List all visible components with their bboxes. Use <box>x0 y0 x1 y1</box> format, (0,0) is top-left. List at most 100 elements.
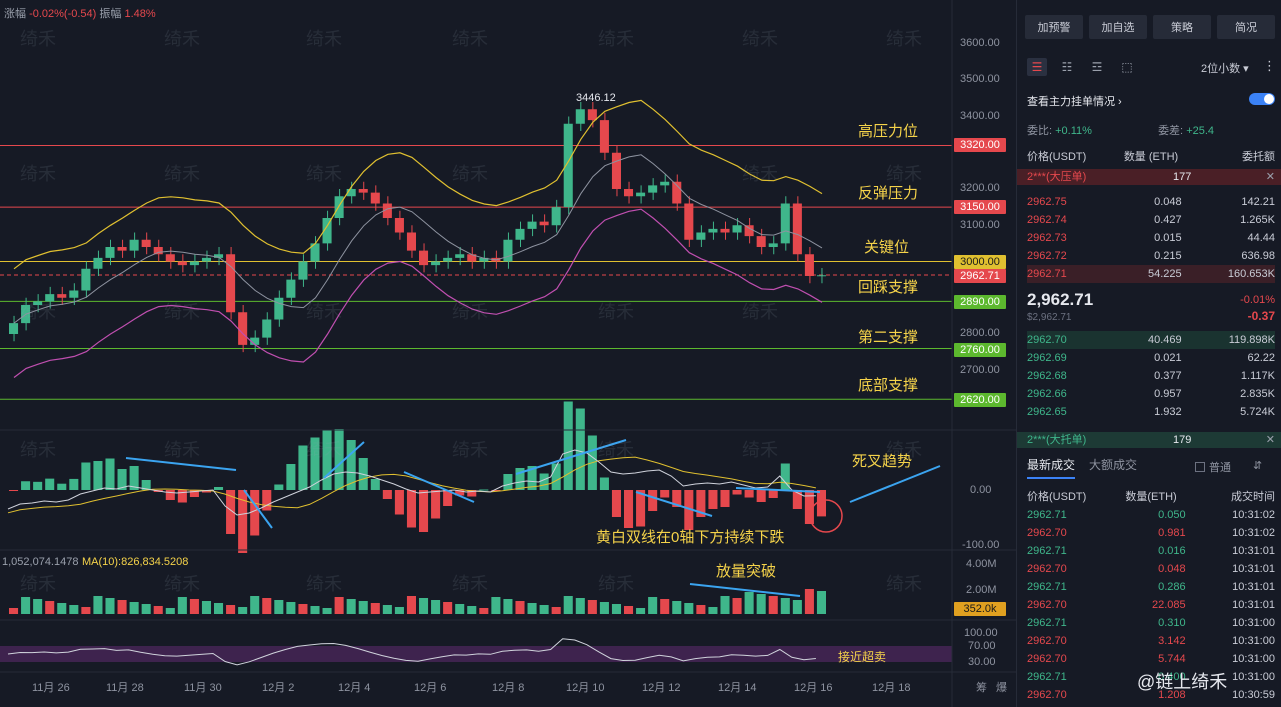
candle-body <box>611 152 621 189</box>
boll-upper <box>13 99 823 270</box>
vol-axis-2m: 2.00M <box>966 584 997 596</box>
ask-row[interactable]: 2962.71 54.225 160.653K <box>1027 265 1275 283</box>
macd-bar <box>443 490 453 506</box>
chart-canvas[interactable] <box>0 0 1016 707</box>
candle-body <box>262 319 272 338</box>
trade-row: 2962.71 0.016 10:31:01 <box>1027 545 1275 557</box>
volume-bar <box>491 597 501 614</box>
macd-dea <box>7 456 816 514</box>
trend-arrow <box>689 583 801 597</box>
more-icon[interactable]: ⋮ <box>1263 58 1276 73</box>
macd-bar <box>636 490 646 527</box>
bids-only-icon[interactable]: ☷ <box>1061 60 1073 74</box>
macd-bar <box>696 490 706 517</box>
macd-bar <box>298 445 308 490</box>
date-label: 12月 2 <box>262 682 295 694</box>
macd-bar <box>81 462 91 490</box>
asks-only-icon[interactable]: ☲ <box>1091 60 1103 74</box>
volume-bar <box>141 604 151 614</box>
bid-row[interactable]: 2962.68 0.377 1.117K <box>1027 370 1275 382</box>
volume-bar <box>226 605 236 614</box>
volume-bar <box>189 599 199 614</box>
macd-bar <box>419 490 429 532</box>
anno-bottom-support: 底部支撑 <box>858 377 919 394</box>
bid-row[interactable]: 2962.66 0.957 2.835K <box>1027 388 1275 400</box>
volume-bar <box>479 608 489 614</box>
ask-row[interactable]: 2962.72 0.215 636.98 <box>1027 250 1275 262</box>
candle-body <box>177 261 187 266</box>
bid-row[interactable]: 2962.65 1.932 5.724K <box>1027 406 1275 418</box>
candle-body <box>732 225 742 233</box>
candle-body <box>394 218 404 233</box>
volume-bar <box>69 605 79 614</box>
trades-settings-icon[interactable]: ⇵ <box>1253 460 1263 472</box>
ask-row[interactable]: 2962.73 0.015 44.44 <box>1027 232 1275 244</box>
rsi-axis-70: 70.00 <box>968 640 996 652</box>
strategy-button[interactable]: 策略 <box>1153 15 1211 39</box>
tab-latest-trades[interactable]: 最新成交 <box>1027 456 1076 479</box>
volume-bar <box>563 596 573 614</box>
volume-bar <box>624 606 634 614</box>
decimals-select[interactable]: 2位小数 ▾ <box>1201 63 1249 75</box>
volume-bar <box>708 607 718 614</box>
volume-bar <box>93 596 103 614</box>
macd-bar <box>515 468 525 490</box>
candle-body <box>443 257 453 262</box>
volume-bar <box>672 601 682 614</box>
volume-bar <box>262 598 272 614</box>
level-tag-2620: 2620.00 <box>954 393 1006 407</box>
volume-bar <box>756 594 766 614</box>
ask-row[interactable]: 2962.74 0.427 1.265K <box>1027 214 1275 226</box>
depth-icon[interactable]: ⬚ <box>1121 60 1133 74</box>
volume-bar <box>684 603 694 614</box>
macd-bar <box>611 490 621 517</box>
current-price-usd: $2,962.71 <box>1027 312 1072 323</box>
boll-lower <box>13 208 823 378</box>
main-orders-toggle[interactable] <box>1249 93 1275 105</box>
liquidation-label[interactable]: 爆 <box>996 682 1007 694</box>
date-label: 12月 10 <box>566 682 605 694</box>
macd-bar <box>394 490 404 515</box>
level-tag-2760: 2760.00 <box>954 343 1006 357</box>
macd-bar <box>9 490 19 491</box>
candle-body <box>720 228 730 233</box>
bid-row[interactable]: 2962.70 40.469 119.898K <box>1027 331 1275 349</box>
add-favorite-button[interactable]: 加自选 <box>1089 15 1147 39</box>
candle-body <box>515 228 525 240</box>
candle-body <box>93 257 103 269</box>
tab-large-trades[interactable]: 大额成交 <box>1089 458 1138 472</box>
volume-bar <box>334 597 344 614</box>
volume-tag: 352.0k <box>954 602 1006 616</box>
overview-button[interactable]: 简况 <box>1217 15 1275 39</box>
trade-row: 2962.70 0.048 10:31:01 <box>1027 563 1275 575</box>
chips-label[interactable]: 筹 <box>976 682 987 694</box>
current-price: 2,962.71 <box>1027 290 1094 309</box>
macd-bar <box>599 477 609 490</box>
candle-body <box>804 254 814 276</box>
kline-chart[interactable]: 涨幅 -0.02%(-0.54) 振幅 1.48% 绮禾 绮禾 绮禾 绮禾 绮禾 绮禾 绮禾… <box>0 0 1016 707</box>
candle-body <box>419 250 429 266</box>
candle-body <box>780 203 790 244</box>
date-label: 11月 26 <box>32 682 70 694</box>
volume-bar <box>370 603 380 614</box>
volume-bar <box>443 602 453 614</box>
normal-checkbox[interactable]: 普通 <box>1195 459 1231 475</box>
price-axis-3100: 3100.00 <box>960 219 1000 231</box>
ask-row[interactable]: 2962.75 0.048 142.21 <box>1027 196 1275 208</box>
volume-bar <box>587 600 597 614</box>
view-main-orders[interactable]: 查看主力挂单情况 › <box>1027 96 1122 108</box>
candle-body <box>503 239 513 262</box>
both-sides-icon[interactable]: ☰ <box>1027 58 1047 76</box>
candle-body <box>406 232 416 251</box>
volume-bar <box>238 607 248 614</box>
anno-death-cross: 死叉趋势 <box>852 453 913 470</box>
volume-bar <box>660 599 670 614</box>
amp-value: 1.48% <box>124 8 156 20</box>
add-alert-button[interactable]: 加预警 <box>1025 15 1083 39</box>
candle-body <box>69 290 79 298</box>
bid-row[interactable]: 2962.69 0.021 62.22 <box>1027 352 1275 364</box>
anno-pullback-support: 回踩支撑 <box>858 279 919 296</box>
candle-body <box>57 294 67 298</box>
candle-body <box>238 312 248 345</box>
macd-bar <box>648 490 658 511</box>
